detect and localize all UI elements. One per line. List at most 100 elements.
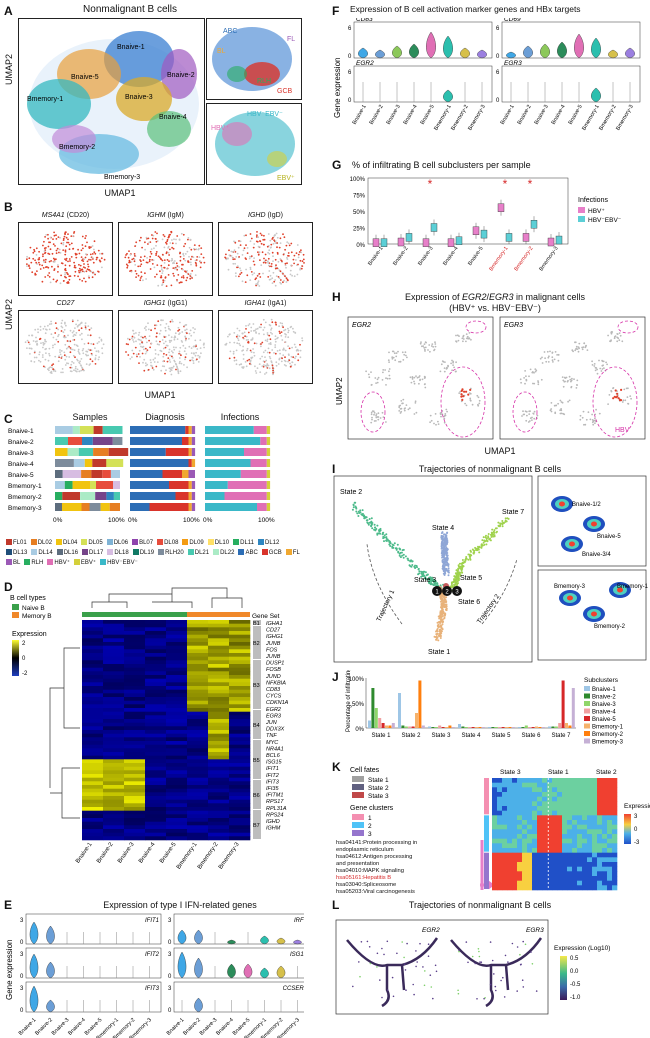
h-cell-point (443, 417, 446, 420)
k-heatmap-cell (607, 848, 613, 853)
d-colorbar (12, 640, 19, 676)
cell-point (179, 321, 181, 324)
k-heatmap-cell (542, 857, 548, 863)
j-ytick: 100% (349, 677, 365, 683)
panel-label-g: G (332, 158, 342, 172)
i-cell-point (439, 637, 442, 639)
i-cell-point (359, 509, 362, 512)
cell-point (78, 263, 80, 266)
cell-point (247, 324, 250, 327)
cell-point (264, 349, 267, 352)
heatmap-cell (124, 697, 146, 701)
e-violin (243, 963, 253, 979)
cell-point (155, 340, 158, 343)
cell-point (49, 236, 52, 239)
cell-point (63, 235, 66, 238)
c-tick-100: 100% (108, 517, 125, 524)
h-cell-point (419, 379, 421, 382)
panel-label-a: A (4, 4, 13, 18)
cell-point (182, 276, 185, 279)
i-cell-point (504, 520, 507, 523)
k-heatmap-cell (567, 792, 573, 797)
k-heatmap-cell (612, 871, 618, 877)
h-cell-point (373, 420, 376, 422)
i-density (591, 521, 597, 527)
i-cell-point (485, 534, 487, 537)
cell-point (153, 266, 156, 269)
k-heatmap-cell (607, 810, 613, 816)
k-heatmap-cell (517, 862, 523, 867)
i-cell-point (439, 620, 442, 623)
heatmap-cell (82, 810, 104, 815)
cell-point (171, 320, 174, 323)
k-heatmap-cell (512, 801, 518, 807)
sample-segment (64, 481, 73, 489)
cell-point (47, 237, 49, 240)
cell-point (53, 268, 56, 270)
cell-point (161, 238, 164, 241)
cell-point (141, 352, 144, 355)
cell-point (250, 237, 253, 240)
heatmap-cell (208, 759, 230, 764)
h-cell-point (377, 376, 380, 379)
h-cell-point (386, 377, 389, 380)
heatmap-cell (229, 741, 251, 745)
cell-point (48, 276, 51, 278)
heatmap-cell (229, 781, 251, 786)
h-cell-point (421, 378, 424, 381)
k-heatmap-cell (542, 824, 548, 830)
heatmap-cell (103, 675, 125, 679)
i-cell-point (440, 606, 442, 609)
cell-point (88, 276, 90, 279)
cell-point (252, 246, 255, 249)
d-geneset-label: B7 (253, 823, 260, 829)
cell-point (156, 361, 159, 363)
f-ylabel: Gene expression (333, 58, 342, 118)
cell-point (78, 252, 81, 255)
i-cell-point (492, 530, 495, 533)
cell-point (180, 354, 182, 357)
k-heatmap-cell (592, 834, 598, 839)
cell-point (134, 245, 136, 247)
cell-point (261, 251, 264, 254)
cell-point (269, 338, 272, 341)
k-heatmap-cell (547, 857, 553, 863)
h-cell-point-red (469, 388, 472, 391)
cell-point (191, 277, 193, 279)
panel-c-legend: FL01 DL02 DL04 DL05 DL06 BL07 DL08 DL09 DL10 DL11… (6, 538, 306, 568)
cell-point (275, 264, 277, 267)
heatmap-cell (82, 704, 104, 709)
heatmap-cell (103, 814, 125, 819)
h-cell-point (532, 412, 535, 415)
heatmap-cell (145, 810, 167, 815)
k-heatmap-cell (527, 796, 533, 802)
cell-point (171, 257, 173, 260)
h-cell-point (445, 408, 448, 411)
sample-segment (82, 437, 93, 445)
i-cell-point (473, 551, 476, 554)
k-heatmap-cell (497, 778, 503, 783)
d-expr-tick: -2 (22, 671, 28, 677)
k-heatmap-cell (537, 782, 543, 788)
cell-point (64, 343, 67, 346)
k-heatmap-cell (587, 862, 593, 867)
cell-point (33, 248, 35, 251)
cell-point (252, 260, 255, 263)
cell-point (82, 247, 84, 250)
sample-segment (91, 470, 103, 478)
heatmap-cell (208, 832, 230, 837)
k-heatmap-cell (527, 792, 533, 797)
cell-point (96, 256, 99, 259)
e-violin-frame (173, 947, 304, 979)
cell-point (165, 323, 168, 325)
k-heatmap-cell (607, 838, 613, 844)
k-heatmap-cell (547, 806, 553, 811)
k-heatmap-cell (587, 866, 593, 872)
sample-segment (55, 426, 73, 434)
heatmap-cell (124, 821, 146, 826)
l-cell-point (507, 961, 509, 963)
g-legend-title: Infections (578, 197, 608, 204)
cell-point (235, 256, 238, 258)
heatmap-cell (82, 675, 104, 679)
c-row-label: Bmemory-3 (8, 505, 42, 512)
